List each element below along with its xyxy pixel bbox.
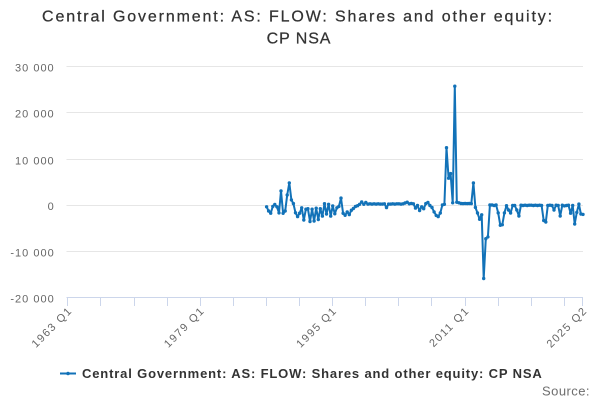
svg-text:-20 000: -20 000 (10, 293, 54, 305)
svg-text:Source:: Source: (542, 383, 590, 398)
svg-text:0: 0 (48, 201, 55, 213)
svg-text:Central Government: AS: FLOW:: Central Government: AS: FLOW: Shares and… (42, 9, 554, 26)
svg-text:20 000: 20 000 (15, 108, 55, 120)
svg-text:10 000: 10 000 (15, 155, 55, 167)
svg-text:CP NSA: CP NSA (267, 31, 332, 48)
svg-text:Central Government: AS: FLOW:: Central Government: AS: FLOW: Shares and… (82, 366, 543, 381)
svg-text:-10 000: -10 000 (10, 247, 54, 259)
svg-text:30 000: 30 000 (15, 62, 55, 74)
